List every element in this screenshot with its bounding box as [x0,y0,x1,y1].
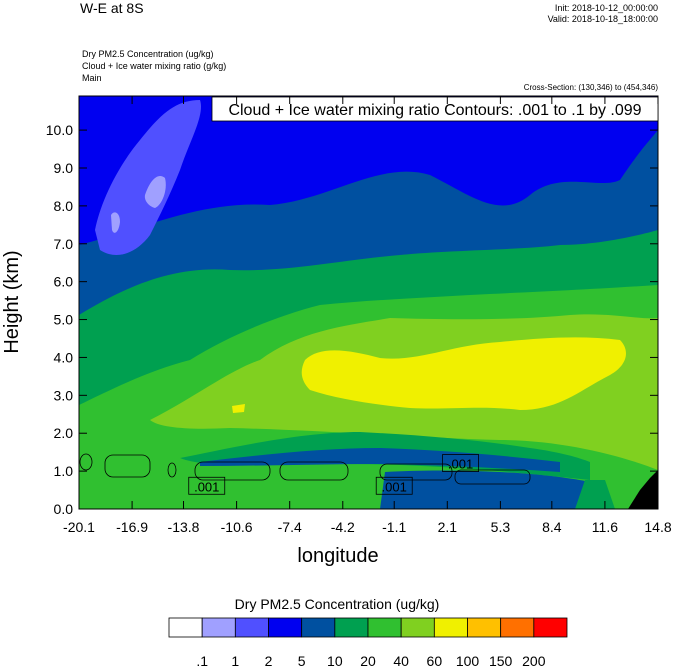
contour-line [79,453,93,471]
x-tick-label: -10.6 [221,519,253,535]
valid-time-label: Valid: 2018-10-18_18:00:00 [547,14,658,24]
colorbar-level-label: 40 [393,653,409,667]
contour-label-box [442,454,479,472]
colorbar-swatch [301,617,336,638]
heatmap-field [79,96,658,509]
colorbar-level-label: 1 [231,653,239,667]
contour-line [379,463,453,481]
y-tick-label: 10.0 [46,122,73,138]
contour-line [167,462,177,478]
colorbar-swatch [334,617,369,638]
y-tick-label: 7.0 [54,236,74,252]
colorbar-level-label: 5 [298,653,306,667]
cross-section-label: Cross-Section: (130,346) to (454,346) [523,83,658,92]
x-axis: -20.1 -16.9 -13.8 -10.6 -7.4 -4.2 -1.1 2.1 5.3 8.… [63,96,672,535]
contour-label: .001 [448,457,473,472]
x-tick-label: -7.4 [278,519,302,535]
colorbar-swatch [234,617,269,638]
colorbar-title: Dry PM2.5 Concentration (ug/kg) [234,596,440,612]
y-tick-label: 4.0 [54,349,74,365]
x-tick-label: -16.9 [116,519,148,535]
colorbar-level-label: 150 [489,653,513,667]
contour-line [104,454,151,478]
colorbar-swatch [168,617,203,638]
y-tick-label: 2.0 [54,425,74,441]
x-tick-label: 14.8 [644,519,671,535]
colorbar-swatch [433,617,468,638]
field-label-cloud: Cloud + Ice water mixing ratio (g/kg) [82,61,227,71]
y-tick-label: 8.0 [54,198,74,214]
colorbar-swatch [467,617,502,638]
x-tick-label: -4.2 [331,519,355,535]
x-tick-label: 5.3 [491,519,511,535]
colorbar-level-label: 60 [427,653,443,667]
y-tick-label: 3.0 [54,387,74,403]
x-tick-label: -13.8 [168,519,200,535]
x-tick-label: 11.6 [592,519,618,535]
colorbar-labels: .1 1 2 5 10 20 40 60 100 150 200 [196,653,545,667]
contour-labels: .001 .001 .001 [188,454,479,495]
contour-line [194,461,271,481]
y-tick-label: 9.0 [54,160,74,176]
colorbar-level-label: 20 [360,653,376,667]
x-tick-label: -20.1 [63,519,95,535]
contour-label: .001 [382,479,407,494]
field-band-100 [301,337,626,410]
colorbar-level-label: 200 [522,653,546,667]
x-tick-label: 2.1 [438,519,458,535]
cloud-contours [79,453,531,485]
colorbar-swatch [500,617,535,638]
colorbar-swatch [367,617,402,638]
contour-title-box [211,96,659,122]
chart-title: W-E at 8S [80,0,144,16]
field-label-main: Main [82,73,102,83]
y-axis: 0.0 1.0 2.0 3.0 4.0 5.0 6.0 7.0 8.0 9.0 10.0 [46,122,658,517]
y-tick-label: 5.0 [54,312,74,328]
field-band-1 [144,175,166,208]
field-label-pm25: Dry PM2.5 Concentration (ug/kg) [82,49,214,59]
colorbar [168,617,568,638]
colorbar-level-label: 10 [327,653,343,667]
contour-line [454,469,531,485]
colorbar-swatch [533,617,568,638]
colorbar-level-label: 100 [456,653,480,667]
colorbar-level-label: 2 [265,653,273,667]
y-tick-label: 1.0 [54,463,74,479]
x-tick-label: 8.4 [542,519,562,535]
field-band-10-low [200,448,560,472]
colorbar-level-label: .1 [196,653,208,667]
init-time-label: Init: 2018-10-12_00:00:00 [554,3,658,13]
colorbar-swatch [400,617,435,638]
plot-frame [78,95,659,510]
field-band-100-patch [232,404,245,413]
contour-title: Cloud + Ice water mixing ratio Contours:… [228,102,641,119]
y-axis-label: Height (km) [1,250,23,353]
x-tick-label: -1.1 [382,519,406,535]
colorbar-swatch [201,617,236,638]
contour-label: .001 [194,479,219,494]
y-tick-label: 0.0 [54,501,74,517]
field-band-2 [95,100,201,255]
terrain-mask [628,470,658,509]
contour-label-box [188,476,226,495]
field-band-1-b [111,212,120,233]
contour-line [279,461,349,481]
colorbar-swatch [268,617,303,638]
y-tick-label: 6.0 [54,274,74,290]
contour-label-box [375,476,413,495]
x-axis-label: longitude [297,545,378,567]
